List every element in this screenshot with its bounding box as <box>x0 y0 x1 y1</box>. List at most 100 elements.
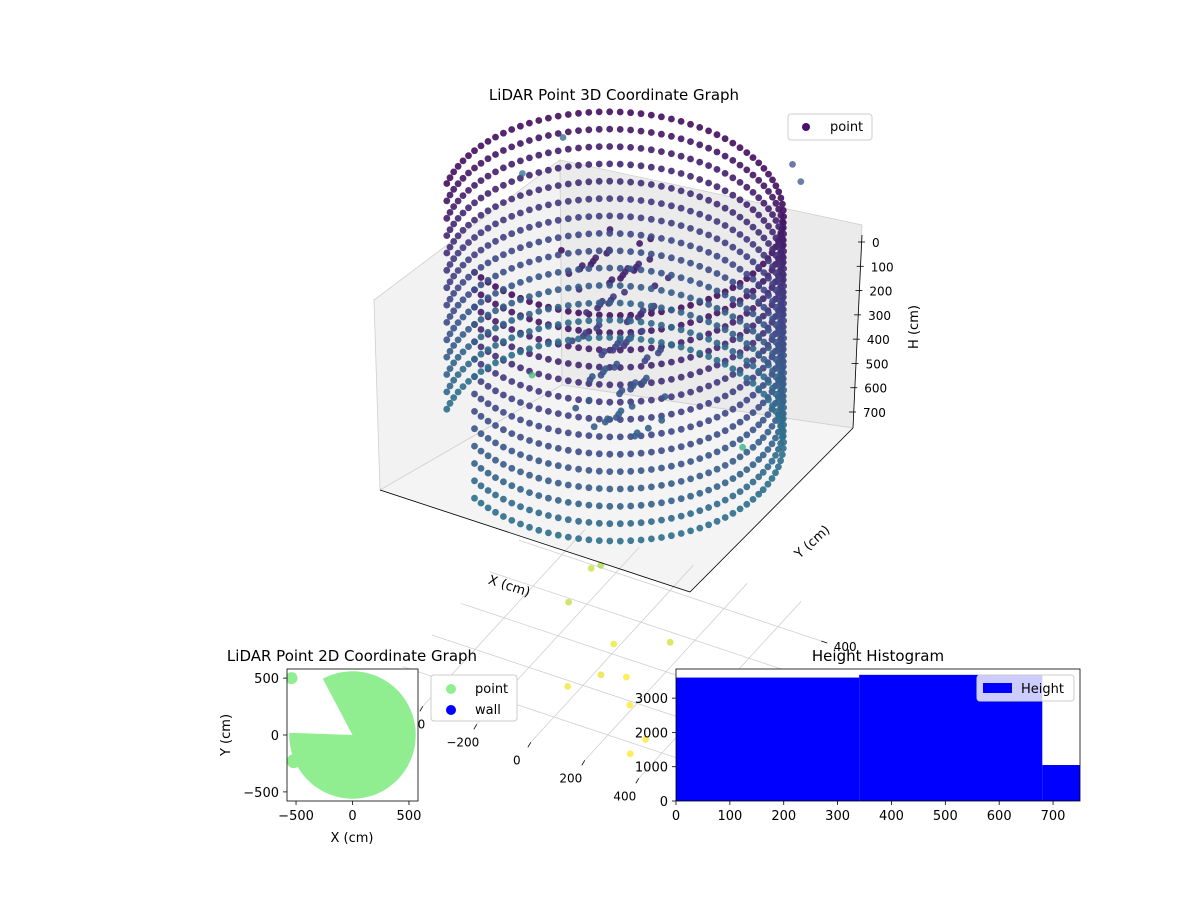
data-point <box>477 378 485 385</box>
data-point <box>585 467 593 474</box>
data-point <box>471 355 478 363</box>
data-point <box>778 451 786 458</box>
data-point <box>450 324 458 332</box>
data-point <box>477 333 485 341</box>
data-point <box>677 391 685 398</box>
data-point <box>627 335 634 342</box>
data-point <box>677 478 685 485</box>
data-point <box>554 216 562 224</box>
data-point <box>443 388 451 396</box>
data-point <box>637 283 645 291</box>
data-point <box>564 412 572 419</box>
data-point <box>471 251 478 259</box>
data-point <box>749 426 757 434</box>
data-point <box>772 408 780 415</box>
data-point <box>696 228 704 236</box>
data-point <box>775 292 783 300</box>
data-point <box>526 223 533 231</box>
data-point <box>777 246 785 254</box>
data-point <box>658 165 665 173</box>
data-point <box>768 440 776 448</box>
data-point <box>450 238 458 245</box>
data-point <box>779 304 786 312</box>
data-point <box>760 217 768 224</box>
data-point <box>595 299 603 307</box>
data-point <box>749 154 757 162</box>
data-point <box>729 423 737 430</box>
data-point <box>575 283 582 291</box>
data-point <box>687 406 694 413</box>
data-point <box>627 537 635 545</box>
data-point <box>696 437 704 445</box>
data-point <box>535 492 543 499</box>
data-point <box>780 438 787 446</box>
data-point <box>585 501 593 509</box>
data-point <box>492 318 499 325</box>
data-point <box>606 329 614 337</box>
data-point <box>658 200 665 208</box>
data-point <box>668 480 675 487</box>
data-point <box>769 298 776 305</box>
data-point <box>535 509 543 517</box>
data-point <box>484 417 492 425</box>
data-point <box>769 280 776 288</box>
data-point <box>585 230 593 238</box>
data-point <box>526 402 533 410</box>
data-point <box>616 317 624 324</box>
data-point <box>535 457 543 465</box>
data-point <box>606 520 614 528</box>
data-point <box>658 321 665 329</box>
data-point <box>477 246 485 254</box>
data-point <box>616 230 624 238</box>
data-point <box>743 236 751 243</box>
data-point <box>454 180 462 188</box>
data-point <box>677 291 685 299</box>
data-point <box>668 289 675 296</box>
outlier-point <box>623 673 630 681</box>
data-point <box>450 203 458 211</box>
point-region <box>289 671 416 799</box>
data-point <box>465 169 472 177</box>
data-point <box>721 274 729 281</box>
data-point <box>526 258 533 266</box>
data-point <box>471 460 478 467</box>
data-point <box>517 485 524 493</box>
data-point <box>526 241 533 249</box>
data-point <box>517 279 524 286</box>
data-point <box>729 295 737 303</box>
data-point <box>545 288 552 296</box>
data-point <box>535 405 543 413</box>
data-point <box>668 306 675 314</box>
data-point <box>595 415 603 423</box>
data-point <box>765 344 772 352</box>
data-point <box>517 451 524 458</box>
data-point <box>554 531 562 539</box>
data-point <box>606 282 614 289</box>
data-point <box>713 148 721 156</box>
z-tick-label: 500 <box>866 357 889 371</box>
data-point <box>749 293 757 300</box>
data-point <box>729 492 737 500</box>
data-point <box>743 431 751 439</box>
data-point <box>755 456 763 463</box>
data-point <box>743 253 751 261</box>
data-point <box>616 450 624 458</box>
data-point <box>713 500 721 508</box>
data-point <box>545 512 552 519</box>
data-point <box>554 427 562 435</box>
data-point <box>677 495 685 503</box>
data-point <box>749 287 757 295</box>
legend-2d-label-point: point <box>475 682 508 697</box>
data-point <box>585 282 593 290</box>
data-point <box>545 201 552 209</box>
data-point <box>595 485 603 492</box>
data-point <box>535 255 543 263</box>
data-point <box>508 247 516 255</box>
data-point <box>454 301 462 309</box>
data-point <box>564 145 572 153</box>
data-point <box>633 429 641 437</box>
data-point <box>777 316 785 323</box>
data-point <box>769 350 776 357</box>
data-point <box>575 535 582 542</box>
data-point <box>606 264 614 272</box>
